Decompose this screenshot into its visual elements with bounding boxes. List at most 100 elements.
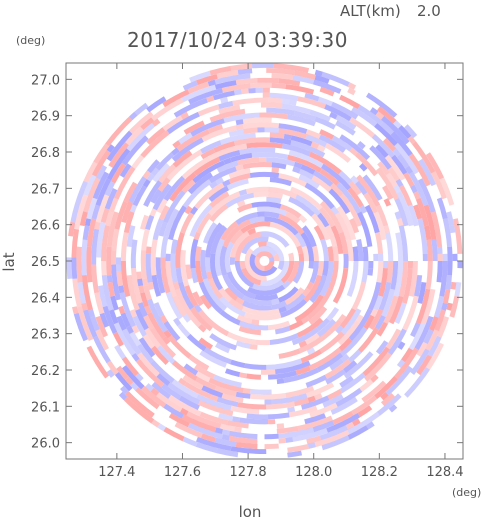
radar-cell	[437, 246, 443, 254]
radar-cell	[266, 241, 285, 261]
radar-cell	[385, 172, 398, 188]
radar-cell	[305, 134, 328, 148]
radar-cell	[82, 225, 90, 241]
radar-cell	[339, 372, 366, 394]
radar-cell	[292, 428, 328, 442]
radar-cell	[266, 401, 295, 410]
radar-cell	[256, 206, 288, 216]
radar-cell	[182, 436, 198, 447]
radar-cell	[255, 339, 271, 346]
radar-cell	[216, 160, 239, 173]
radar-cell	[94, 292, 105, 315]
radar-cell	[250, 388, 272, 395]
radar-cell	[195, 376, 217, 391]
radar-cell	[76, 246, 83, 283]
radar-cell	[278, 427, 315, 439]
radar-cell	[266, 68, 295, 76]
radar-cell	[169, 172, 197, 202]
radar-cell	[145, 253, 153, 283]
radar-cell	[178, 395, 200, 411]
radar-cell	[129, 309, 138, 318]
radar-cell	[186, 411, 222, 429]
radar-cell	[376, 261, 384, 283]
radar-cell	[199, 411, 229, 426]
radar-cell	[70, 187, 86, 223]
radar-cell	[316, 318, 336, 338]
radar-cell	[314, 116, 336, 130]
radar-cell	[357, 405, 373, 418]
radar-cell	[356, 239, 364, 261]
radar-cell	[230, 242, 240, 258]
radar-cell	[396, 191, 414, 227]
radar-cell	[319, 168, 340, 186]
radar-cell	[380, 391, 389, 401]
radar-cell	[264, 433, 279, 440]
radar-cell	[356, 174, 381, 207]
radar-cell	[262, 87, 270, 93]
radar-cell	[193, 156, 221, 176]
radar-cell	[197, 104, 220, 117]
radar-cell	[398, 125, 412, 139]
radar-cell	[364, 204, 380, 234]
radar-cell	[437, 316, 450, 338]
radar-cell	[182, 80, 198, 91]
radar-cell	[223, 157, 232, 165]
radar-cell	[311, 213, 331, 241]
radar-cell	[393, 120, 402, 129]
radar-cell	[259, 112, 288, 120]
radar-cell	[244, 312, 282, 321]
radar-cell	[414, 275, 423, 297]
radar-cell	[324, 104, 352, 122]
radar-cell	[111, 264, 121, 301]
radar-cell	[121, 135, 149, 166]
radar-cell	[374, 232, 384, 254]
radar-cell	[388, 404, 398, 413]
radar-cell	[235, 78, 258, 85]
radar-cell	[140, 250, 147, 280]
radar-cell	[206, 271, 213, 280]
radar-cell	[224, 287, 239, 301]
radar-cell	[311, 175, 332, 193]
radar-cell	[142, 170, 151, 179]
radar-cell	[417, 218, 428, 254]
radar-cell	[264, 216, 299, 236]
radar-cell	[257, 241, 267, 248]
radar-cell	[268, 186, 298, 199]
radar-cell	[213, 90, 235, 101]
radar-cell	[110, 295, 119, 311]
radar-cell	[94, 221, 101, 230]
radar-cell	[91, 228, 100, 265]
radar-cell	[378, 253, 384, 261]
radar-cell	[209, 108, 246, 123]
radar-cell	[339, 375, 354, 388]
radar-cell	[183, 120, 205, 135]
radar-cell	[321, 71, 350, 87]
radar-cell	[119, 292, 136, 328]
radar-cell	[287, 450, 302, 458]
radar-cell	[150, 239, 158, 276]
radar-cell	[151, 97, 184, 122]
radar-cell	[182, 179, 212, 208]
radar-cell	[152, 183, 172, 211]
radar-cell	[304, 413, 326, 425]
radar-cell	[385, 328, 402, 350]
radar-cell	[306, 382, 335, 398]
radar-cell	[413, 204, 423, 220]
radar-cell	[106, 211, 119, 247]
radar-cell	[345, 421, 355, 430]
radar-cell	[137, 343, 155, 364]
radar-cell	[227, 420, 249, 429]
radar-cell	[150, 387, 160, 397]
radar-cell	[298, 253, 305, 261]
radar-cell	[193, 231, 201, 241]
radar-cell	[412, 141, 436, 174]
radar-cell	[368, 308, 384, 330]
radar-cell	[292, 166, 301, 174]
radar-cell	[188, 354, 210, 371]
radar-cell	[394, 211, 402, 220]
radar-cell	[398, 261, 409, 297]
radar-cell	[225, 368, 241, 377]
radar-cell	[176, 129, 210, 152]
radar-cell	[163, 175, 186, 202]
radar-cell	[175, 267, 183, 283]
